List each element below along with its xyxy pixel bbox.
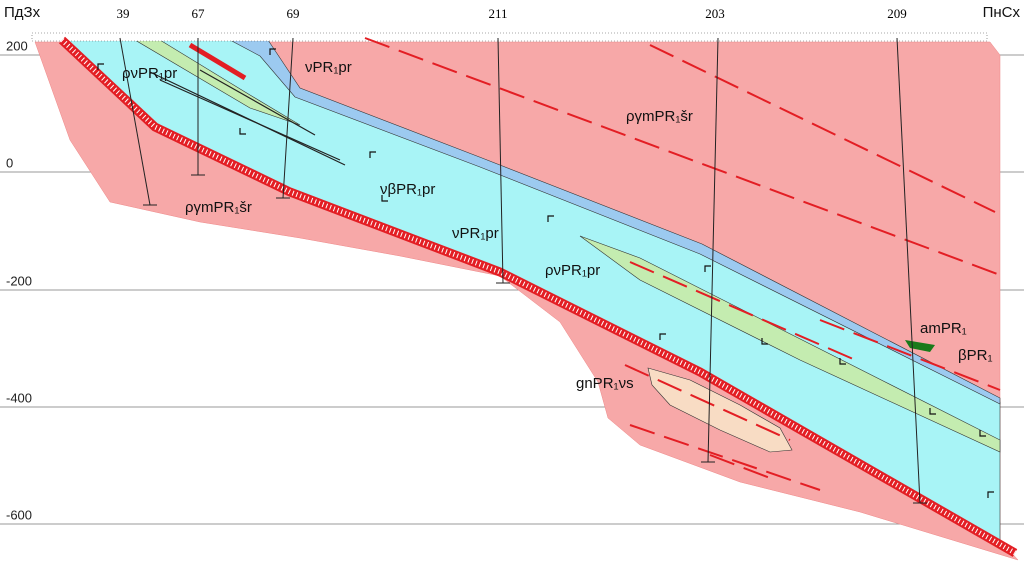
gneiss-lens [647, 367, 793, 453]
blue-band [229, 39, 1001, 405]
well-label: 203 [705, 6, 725, 21]
well-label: 69 [287, 6, 300, 21]
thin-dikes [149, 69, 346, 166]
unit-label: νPR₁pr [452, 225, 499, 242]
well-label: 39 [117, 6, 130, 21]
well-label: 209 [887, 6, 907, 21]
unit-label: νPR₁pr [305, 59, 352, 76]
depth-label: -400 [6, 390, 32, 405]
unit-label: ρνPR₁pr [545, 262, 600, 279]
direction-label: ПдЗх [4, 4, 41, 21]
wells [119, 37, 927, 504]
green-band [579, 235, 1001, 453]
depth-label: 200 [6, 38, 28, 53]
unit-label: gnPR₁νs [576, 375, 634, 392]
depth-label: 0 [6, 155, 13, 170]
depth-label: -600 [6, 507, 32, 522]
dikes [364, 37, 1001, 491]
unit-label: νβPR₁pr [380, 181, 435, 198]
unit-label: amPR₁ [920, 320, 967, 337]
unit-label: ρνPR₁pr [122, 65, 177, 82]
unit-label: βPR₁ [958, 347, 993, 364]
unit-label: ργmPR₁šr [185, 199, 252, 216]
direction-label: ПнСх [983, 4, 1021, 21]
rock-symbols [97, 48, 994, 498]
well-label: 211 [488, 6, 507, 21]
unit-label: ργmPR₁šr [626, 108, 693, 125]
surface-cover [31, 32, 988, 42]
contact-zone [58, 36, 1018, 557]
well-label: 67 [192, 6, 206, 21]
depth-label: -200 [6, 273, 32, 288]
